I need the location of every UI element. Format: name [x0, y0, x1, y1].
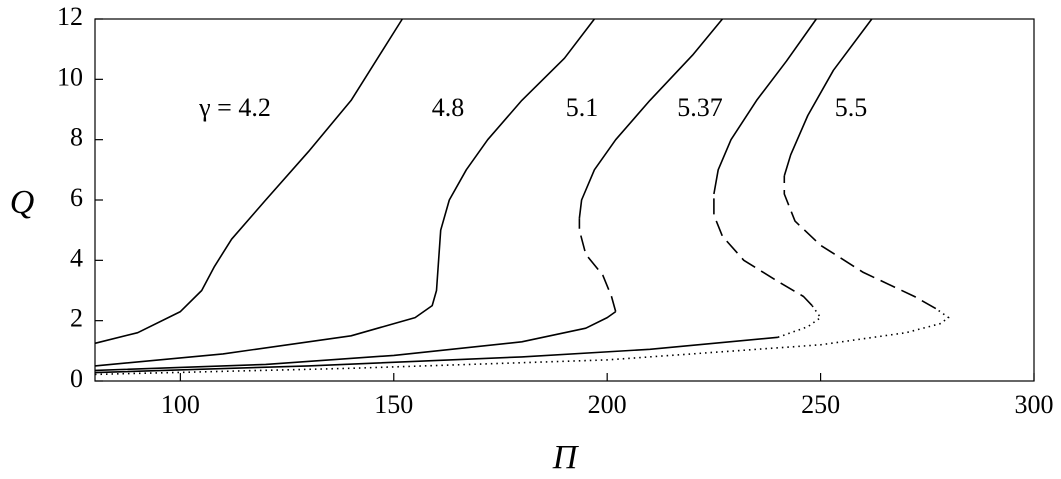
- x-tick-label: 200: [588, 390, 627, 419]
- curve-segment: [783, 18, 873, 177]
- y-tick-label: 10: [57, 62, 83, 91]
- x-tick-label: 300: [1015, 390, 1054, 419]
- curve-label: 5.37: [677, 93, 723, 122]
- y-tick-label: 6: [70, 183, 83, 212]
- x-tick-label: 250: [801, 390, 840, 419]
- curve-segment: [94, 336, 778, 374]
- curve-segment: [94, 18, 596, 367]
- curve-label: 5.5: [835, 93, 868, 122]
- x-tick-label: 100: [161, 390, 200, 419]
- curve-segment: [713, 194, 813, 307]
- plot-frame: [94, 18, 1035, 382]
- curve-segment: [783, 175, 937, 310]
- curve-label: 4.8: [432, 93, 465, 122]
- curve-segment: [94, 310, 617, 372]
- curve-segment: [578, 218, 617, 312]
- y-tick-label: 12: [57, 2, 83, 31]
- y-tick-label: 2: [70, 304, 83, 333]
- x-axis-label: Π: [552, 439, 580, 476]
- curve-segment: [94, 18, 403, 345]
- y-tick-label: 8: [70, 123, 83, 152]
- curve-segment: [578, 18, 724, 219]
- x-tick-label: 150: [374, 390, 413, 419]
- curve-segment: [777, 305, 822, 339]
- curve-segment: [713, 18, 817, 195]
- y-tick-label: 4: [70, 243, 83, 272]
- curve-label: γ = 4.2: [198, 93, 271, 122]
- y-axis-label: Q: [10, 184, 35, 221]
- curve-label: 5.1: [566, 93, 599, 122]
- y-tick-label: 0: [70, 364, 83, 393]
